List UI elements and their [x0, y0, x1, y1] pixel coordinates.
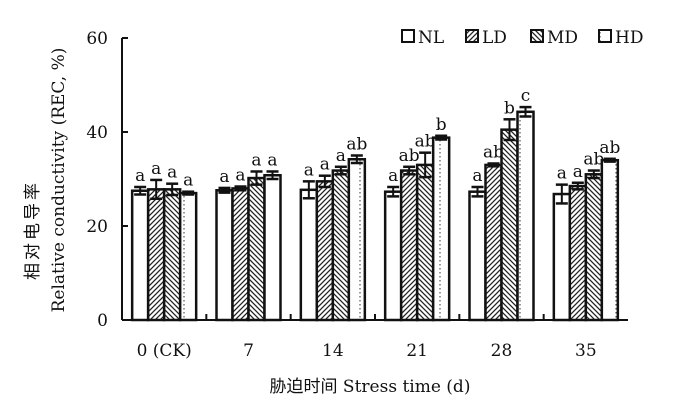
bar-MD [247, 176, 266, 322]
bar-LD [231, 187, 250, 322]
x-tick-label: 21 [406, 341, 428, 361]
bar-MD [331, 169, 351, 322]
significance-letter: a [336, 146, 346, 166]
significance-letter: a [304, 160, 314, 180]
significance-letter: a [573, 162, 583, 182]
significance-letter: b [436, 115, 447, 135]
bar-MD [162, 188, 182, 322]
significance-letter: a [320, 155, 330, 175]
legend-swatch-HD [598, 29, 612, 43]
bar-NL [383, 190, 403, 322]
bar-NL [215, 189, 234, 322]
legend-label-NL: NL [418, 28, 444, 48]
bar-HD [600, 158, 620, 322]
legend-swatch-LD [465, 29, 479, 43]
bar-HD [178, 191, 198, 322]
significance-letter: a [388, 166, 398, 186]
y-tick-label: 20 [86, 217, 108, 237]
x-axis-label: 胁迫时间 Stress time (d) [270, 377, 471, 397]
bar-LD [568, 184, 588, 322]
bar-MD [584, 173, 604, 322]
significance-letter: a [557, 164, 567, 184]
significance-letter: a [235, 166, 245, 186]
bar-HD [263, 173, 282, 322]
bar-MD [415, 163, 435, 322]
significance-letter: a [219, 167, 229, 187]
y-axis-label-cn: 相对电导率 [23, 180, 43, 280]
legend-swatch-MD [530, 29, 544, 43]
bar-HD [347, 158, 367, 322]
bar-NL [552, 192, 572, 322]
bar-NL [468, 190, 487, 322]
x-tick-label: 14 [322, 341, 344, 361]
significance-letter: a [183, 171, 193, 191]
y-tick-label: 0 [97, 311, 108, 331]
bar-NL [299, 188, 319, 322]
bar-MD [500, 128, 519, 322]
significance-letter: a [135, 166, 145, 186]
legend-label-HD: HD [615, 28, 643, 48]
significance-letter: a [251, 150, 261, 170]
significance-letter: ab [483, 142, 504, 162]
legend-label-LD: LD [482, 28, 507, 48]
significance-letter: a [267, 150, 277, 170]
x-tick-label: 28 [491, 341, 513, 361]
y-tick-label: 40 [86, 123, 108, 143]
significance-letter: a [472, 166, 482, 186]
legend-swatch-NL [401, 29, 415, 43]
significance-letter: ab [599, 138, 620, 158]
significance-letter: b [504, 98, 515, 118]
significance-letter: ab [346, 135, 367, 155]
legend: NL LD MD HD [401, 28, 643, 48]
significance-letter: ab [415, 132, 436, 152]
y-axis-label: Relative conductivity (REC, %) [49, 48, 69, 313]
bar-LD [315, 180, 335, 322]
bar-HD [431, 136, 451, 322]
bar-HD [516, 110, 535, 322]
bar-LD [146, 188, 166, 322]
bar-LD [399, 169, 419, 322]
significance-letter: c [521, 86, 531, 106]
significance-letter: ab [399, 146, 420, 166]
significance-letter: ab [583, 150, 604, 170]
x-tick-label: 7 [243, 341, 254, 361]
x-tick-label: 35 [575, 341, 597, 361]
x-tick-label: 0 (CK) [137, 341, 192, 361]
legend-label-MD: MD [547, 28, 578, 48]
significance-letter: a [167, 163, 177, 183]
bar-LD [484, 163, 503, 322]
significance-letter: a [151, 159, 161, 179]
bar-NL [130, 189, 150, 322]
y-tick-label: 60 [86, 29, 108, 49]
